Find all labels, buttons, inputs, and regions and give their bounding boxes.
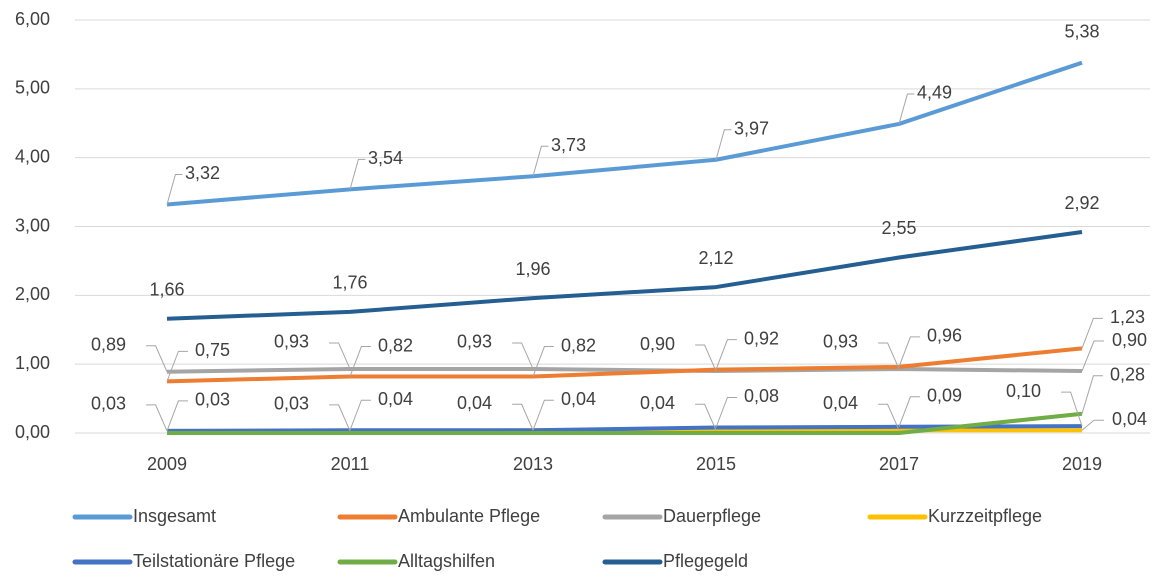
data-label: 0,90 (1112, 330, 1147, 350)
y-tick-label: 0,00 (15, 422, 50, 442)
data-label: 0,75 (195, 340, 230, 360)
leader-line (898, 336, 920, 368)
legend-label: Teilstationäre Pflege (133, 551, 295, 571)
data-label: 0,09 (927, 386, 962, 406)
legend-label: Insgesamt (133, 506, 216, 526)
series-line (166, 366, 1083, 374)
leader-line (512, 403, 534, 431)
leader-line (695, 344, 717, 372)
data-label: 0,90 (640, 334, 675, 354)
x-tick-label: 2019 (1062, 454, 1102, 474)
data-label: 0,89 (91, 334, 126, 354)
leader-line (146, 345, 168, 372)
data-label: 1,66 (149, 279, 184, 299)
series-line (166, 60, 1083, 207)
leader-line (1081, 419, 1104, 431)
data-label: 2,12 (698, 248, 733, 268)
leader-line (329, 342, 351, 370)
data-label: 1,96 (515, 259, 550, 279)
data-label: 3,32 (185, 163, 220, 183)
x-tick-label: 2009 (147, 454, 187, 474)
legend-label: Ambulante Pflege (398, 506, 540, 526)
leader-line (349, 346, 371, 377)
data-label: 0,82 (561, 335, 596, 355)
data-label: 5,38 (1064, 21, 1099, 41)
y-tick-label: 2,00 (15, 284, 50, 304)
data-label: 0,08 (744, 386, 779, 406)
leader-line (512, 342, 534, 370)
leader-line (1061, 391, 1083, 427)
data-label: 4,49 (917, 83, 952, 103)
data-label: 0,03 (91, 394, 126, 414)
y-tick-label: 3,00 (15, 215, 50, 235)
data-label: 0,93 (823, 332, 858, 352)
series-line (167, 411, 1083, 435)
data-label: 2,55 (881, 218, 916, 238)
data-label: 2,92 (1064, 193, 1099, 213)
leader-line (715, 396, 737, 428)
data-label: 3,97 (734, 118, 769, 138)
y-tick-label: 1,00 (15, 353, 50, 373)
leader-line (166, 400, 188, 432)
leader-line (695, 403, 717, 431)
leader-line (166, 350, 188, 382)
x-tick-label: 2011 (331, 454, 370, 474)
x-tick-label: 2015 (696, 454, 736, 474)
x-tick-label: 2017 (879, 454, 919, 474)
data-label: 0,96 (927, 326, 962, 346)
data-label: 0,03 (274, 394, 309, 414)
data-label: 0,10 (1006, 381, 1041, 401)
y-tick-label: 4,00 (15, 146, 50, 166)
data-label: 0,04 (823, 393, 858, 413)
leader-line (532, 399, 554, 431)
series-line (166, 424, 1083, 433)
data-label: 3,73 (551, 135, 586, 155)
y-tick-label: 5,00 (15, 78, 50, 98)
leader-line (715, 339, 737, 370)
legend-label: Alltagshilfen (398, 551, 495, 571)
data-label: 0,04 (457, 393, 492, 413)
data-label: 0,04 (561, 389, 596, 409)
data-label: 3,54 (368, 148, 403, 168)
leader-line (146, 404, 168, 432)
data-label: 0,82 (378, 335, 413, 355)
x-tick-label: 2013 (513, 454, 553, 474)
data-label: 1,23 (1110, 307, 1145, 327)
leader-line (349, 158, 366, 190)
leader-line (878, 342, 900, 370)
series-line (166, 346, 1083, 384)
leader-line (166, 173, 183, 205)
series-line (166, 230, 1083, 321)
leader-line (1081, 375, 1103, 414)
data-label: 0,04 (1112, 409, 1147, 429)
data-label: 0,92 (744, 328, 779, 348)
data-label: 0,04 (640, 393, 675, 413)
leader-line (349, 399, 371, 431)
data-label: 0,93 (274, 332, 309, 352)
leader-line (1081, 340, 1104, 372)
legend-label: Pflegegeld (663, 551, 748, 571)
legend-label: Dauerpflege (663, 506, 761, 526)
data-label: 0,04 (378, 389, 413, 409)
leader-line (532, 145, 549, 177)
leader-line (898, 396, 920, 427)
leader-line (532, 346, 554, 377)
leader-line (878, 403, 900, 431)
leader-line (715, 129, 732, 160)
data-label: 0,28 (1110, 364, 1145, 384)
legend-label: Kurzzeitpflege (928, 506, 1042, 526)
y-tick-label: 6,00 (15, 9, 50, 29)
data-label: 1,76 (332, 273, 367, 293)
leader-line (329, 404, 351, 432)
data-label: 0,93 (457, 332, 492, 352)
leader-line (1081, 317, 1103, 349)
data-label: 0,03 (195, 390, 230, 410)
leader-line (898, 93, 915, 125)
